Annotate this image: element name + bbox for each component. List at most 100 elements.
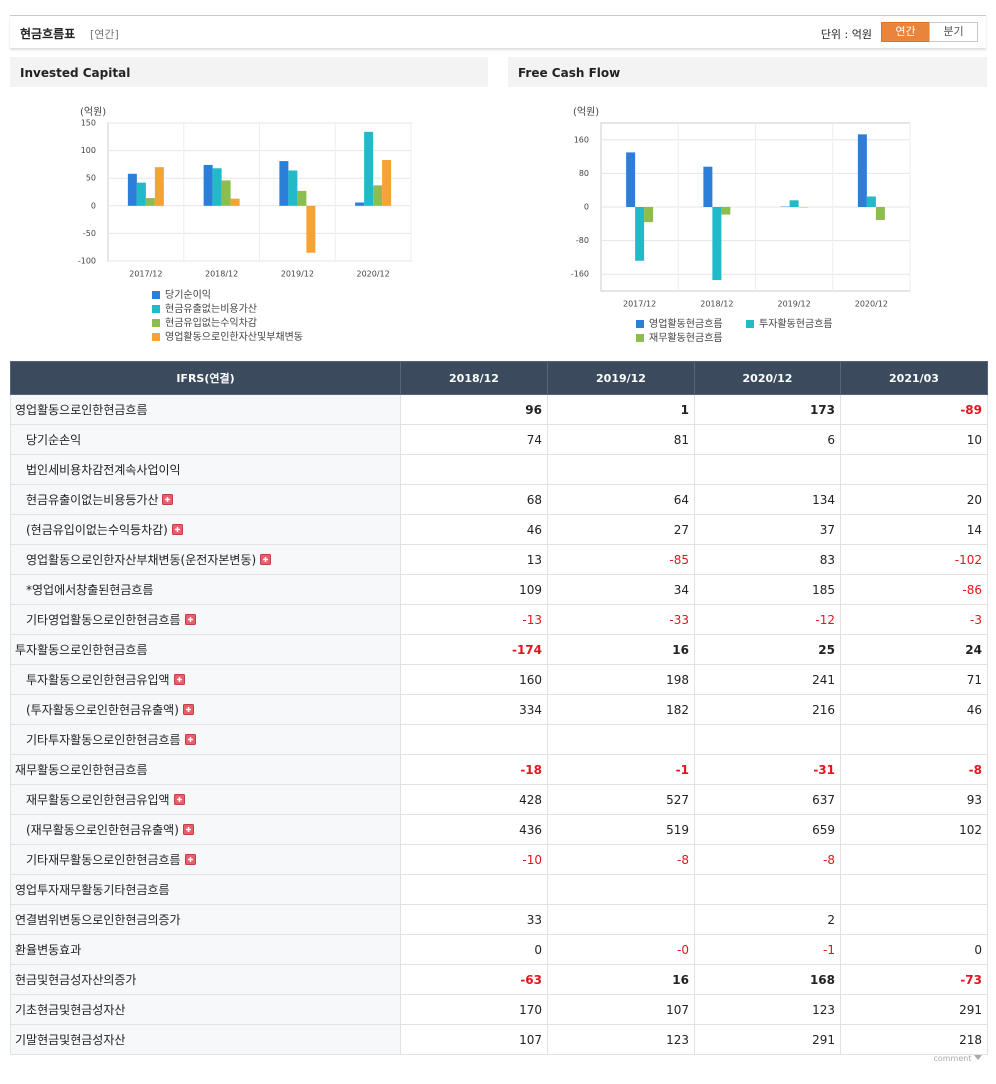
y-tick-label: -100 [78,257,96,266]
value-cell: 170 [400,994,548,1025]
value-cell: -31 [694,754,841,785]
expand-icon[interactable] [184,734,196,745]
row-label: *영업에서창출된현금흐름 [10,574,401,605]
row-label-text: 연결범위변동으로인한현금의증가 [15,913,181,927]
value-cell: 198 [547,664,695,695]
value-cell: 10 [840,424,988,455]
y-tick-label: -50 [83,229,96,238]
bar [279,161,289,206]
bar [866,196,876,207]
icon-plus [187,617,193,622]
row-label-text: 환율변동효과 [15,943,82,957]
legend-swatch [152,291,160,299]
table-row: 연결범위변동으로인한현금의증가 33 2 [10,904,988,935]
value-cell [694,724,841,755]
row-label-text: 기초현금및현금성자산 [15,1003,126,1017]
value-cell: 334 [400,694,548,725]
table-row: 기말현금및현금성자산 107 123 291 218 [10,1024,988,1055]
expand-icon[interactable] [171,524,183,535]
value-cell [840,874,988,905]
row-label-text: 기타영업활동으로인한현금흐름 [26,613,181,627]
table-row: 투자활동으로인한현금흐름 -174 16 25 24 [10,634,988,665]
value-cell: 64 [547,484,695,515]
row-label: (재무활동으로인한현금유출액) [10,814,401,845]
value-cell: -10 [400,844,548,875]
bar [212,168,222,206]
expand-icon[interactable] [184,854,196,865]
tab[interactable]: 분기 [929,22,978,42]
value-cell: 436 [400,814,548,845]
row-label: 영업투자재무활동기타현금흐름 [10,874,401,905]
value-cell: 123 [694,994,841,1025]
table-row: 현금유출이없는비용등가산 68 64 134 20 [10,484,988,515]
bar [382,159,392,206]
expand-icon[interactable] [182,824,194,835]
chart: (억원) -160 -80 0 80 160 2017/12 2018/12 2019/12 20… [571,106,911,344]
value-cell: -13 [400,604,548,635]
value-cell: 0 [840,934,988,965]
x-tick-label: 2017/12 [623,300,656,309]
table-row: 영업활동으로인한현금흐름 96 1 173 -89 [10,394,988,425]
chart: (억원) -100 -50 0 50 100 150 2017/12 2018/12 2019/1… [78,106,412,343]
value-cell: 46 [840,694,988,725]
value-cell: -85 [547,544,695,575]
value-cell: 81 [547,424,695,455]
row-label: 기타영업활동으로인한현금흐름 [10,604,401,635]
expand-icon[interactable] [260,554,272,565]
bar [644,207,654,223]
value-cell: 637 [694,784,841,815]
tab[interactable]: 연간 [881,22,930,42]
table-row: 법인세비용차감전계속사업이익 [10,454,988,485]
y-tick-label: -160 [571,270,589,279]
bar [154,167,164,206]
legend-label: 당기순이익 [165,289,211,301]
table-row: 현금및현금성자산의증가 -63 16 168 -73 [10,964,988,995]
value-cell: 123 [547,1024,695,1055]
row-label: 재무활동으로인한현금흐름 [10,754,401,785]
value-cell: 68 [400,484,548,515]
expand-icon[interactable] [182,704,194,715]
value-cell: 102 [840,814,988,845]
y-tick-label: 0 [91,201,96,210]
row-label-text: 영업투자재무활동기타현금흐름 [15,883,170,897]
value-cell: -89 [840,394,988,425]
value-cell [694,874,841,905]
y-tick-label: 150 [81,119,96,128]
bar [306,205,316,253]
value-cell: 218 [840,1024,988,1055]
bar [875,207,885,221]
value-cell [694,454,841,485]
table-row: 재무활동으로인한현금흐름 -18 -1 -31 -8 [10,754,988,785]
value-cell: 34 [547,574,695,605]
table-row: 투자활동으로인한현금유입액 160 198 241 71 [10,664,988,695]
expand-icon[interactable] [162,494,174,505]
value-cell: 107 [400,1024,548,1055]
value-cell: -8 [694,844,841,875]
expand-icon[interactable] [173,674,185,685]
icon-plus [185,707,191,712]
bar [721,207,731,215]
legend-swatch [636,320,644,328]
value-cell: 428 [400,784,548,815]
bar [230,198,240,206]
expand-icon[interactable] [173,794,185,805]
y-tick-label: -80 [576,236,589,245]
row-label-text: 영업활동으로인한현금흐름 [15,403,148,417]
value-cell: 216 [694,694,841,725]
comment-toggle[interactable]: comment [933,1054,982,1063]
column-header: 2018/12 [400,361,548,395]
table-row: 기타재무활동으로인한현금흐름 -10 -8 -8 [10,844,988,875]
value-cell: 6 [694,424,841,455]
icon-plus [165,497,171,502]
value-cell: -1 [694,934,841,965]
chart-panel: Invested Capital (억원) -100 -50 0 50 100 150 201… [10,57,488,357]
bar [789,200,799,207]
bar [288,170,298,206]
row-label: 기타투자활동으로인한현금흐름 [10,724,401,755]
row-label: 기타재무활동으로인한현금흐름 [10,844,401,875]
row-label-text: (투자활동으로인한현금유출액) [26,703,179,717]
value-cell [547,454,695,485]
expand-icon[interactable] [184,614,196,625]
icon-plus [263,557,269,562]
